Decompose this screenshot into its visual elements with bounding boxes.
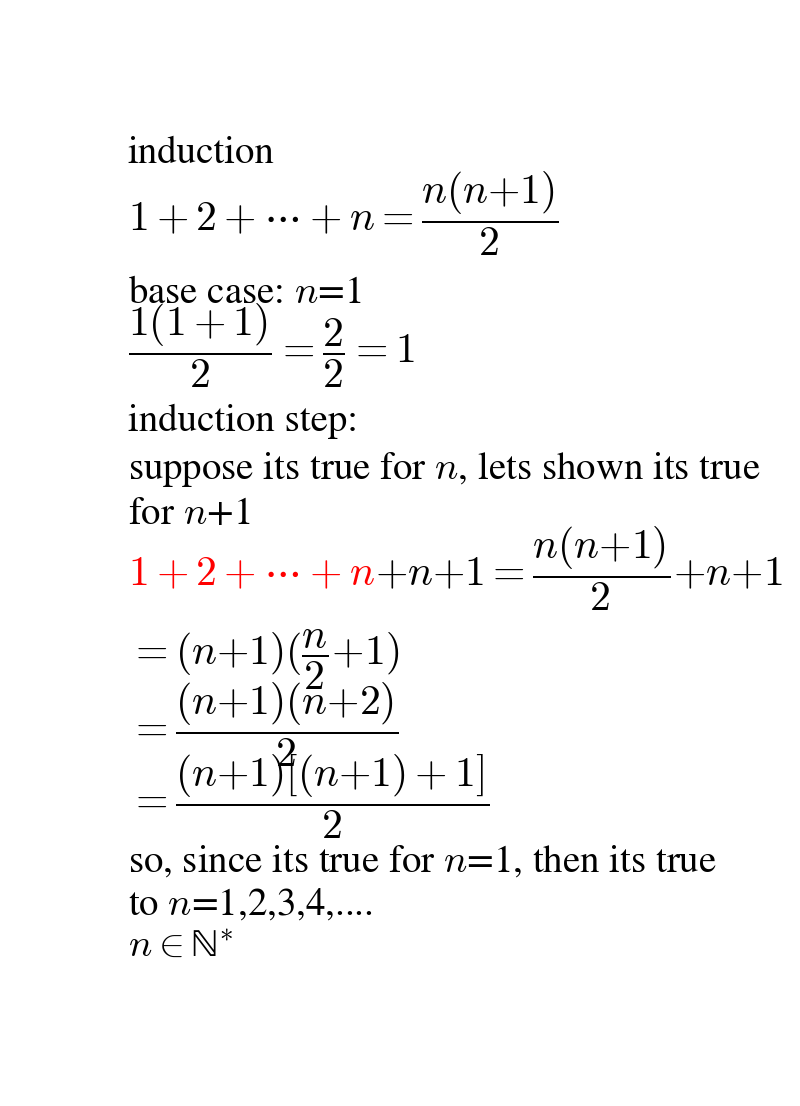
Text: to $\mathit{n}$=1,2,3,4,....: to $\mathit{n}$=1,2,3,4,.... bbox=[128, 887, 373, 922]
Text: $\mathrm{1+2+\cdots+}$$\mathit{n}$: $\mathrm{1+2+\cdots+}$$\mathit{n}$ bbox=[128, 557, 375, 595]
Text: induction: induction bbox=[128, 136, 274, 170]
Text: base case: $\mathit{n}$=1: base case: $\mathit{n}$=1 bbox=[128, 276, 362, 311]
Text: $\mathit{n}$$\mathrm{\in\mathbb{N}^{*}}$: $\mathit{n}$$\mathrm{\in\mathbb{N}^{*}}$ bbox=[128, 930, 234, 966]
Text: $\mathrm{=}$$\dfrac{(\mathit{n}\mathrm{+1)[(}\mathit{n}\mathrm{+1)+1]}}{2}$: $\mathrm{=}$$\dfrac{(\mathit{n}\mathrm{+… bbox=[128, 753, 489, 841]
Text: so, since its true for $\mathit{n}$=1, then its true: so, since its true for $\mathit{n}$=1, t… bbox=[128, 843, 717, 879]
Text: $\mathrm{=(}$$\mathit{n}$$\mathrm{+1)(}$$\dfrac{\mathit{n}}{2}$$\mathrm{+1)}$: $\mathrm{=(}$$\mathit{n}$$\mathrm{+1)(}$… bbox=[128, 628, 399, 692]
Text: $\mathrm{+}$$\mathit{n}$$\mathrm{+1=}$$\dfrac{\mathit{n}(\mathit{n}\mathrm{+1})}: $\mathrm{+}$$\mathit{n}$$\mathrm{+1=}$$\… bbox=[375, 524, 782, 613]
Text: $\mathrm{1+2+\cdots+}$$\mathit{n}$$\mathrm{=}$$\dfrac{\mathit{n}(\mathit{n}\math: $\mathrm{1+2+\cdots+}$$\mathit{n}$$\math… bbox=[128, 169, 558, 258]
Text: suppose its true for $\mathit{n}$, lets shown its true: suppose its true for $\mathit{n}$, lets … bbox=[128, 450, 760, 489]
Text: induction step:: induction step: bbox=[128, 404, 358, 439]
Text: $\dfrac{\mathrm{1(1+1)}}{2}\mathrm{=}\dfrac{2}{2}\mathrm{=1}$: $\dfrac{\mathrm{1(1+1)}}{2}\mathrm{=}\df… bbox=[128, 302, 414, 389]
Text: for $\mathit{n}$+1: for $\mathit{n}$+1 bbox=[128, 498, 250, 532]
Text: $\mathrm{=}$$\dfrac{(\mathit{n}\mathrm{+1)(}\mathit{n}\mathrm{+2)}}{2}$: $\mathrm{=}$$\dfrac{(\mathit{n}\mathrm{+… bbox=[128, 680, 398, 769]
